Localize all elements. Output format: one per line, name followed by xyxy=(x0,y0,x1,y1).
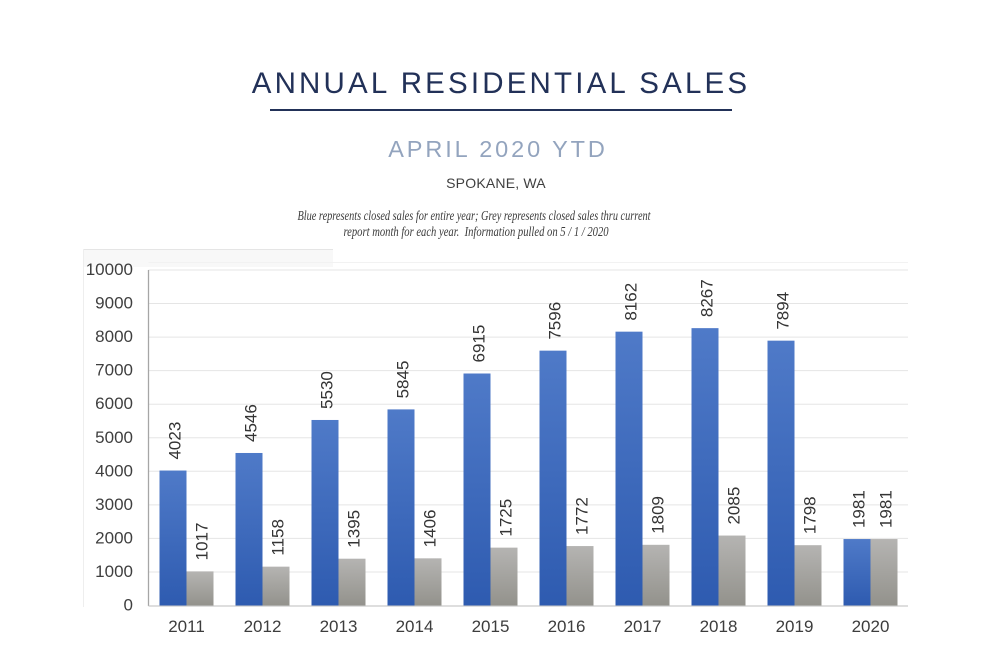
svg-text:2019: 2019 xyxy=(776,617,814,636)
svg-text:1017: 1017 xyxy=(193,523,212,561)
svg-text:4546: 4546 xyxy=(242,404,261,442)
svg-text:1772: 1772 xyxy=(573,497,592,535)
svg-text:1798: 1798 xyxy=(801,496,820,534)
svg-text:7894: 7894 xyxy=(774,292,793,330)
svg-text:10000: 10000 xyxy=(86,260,133,279)
svg-text:4000: 4000 xyxy=(95,461,133,480)
svg-text:6000: 6000 xyxy=(95,394,133,413)
svg-text:1158: 1158 xyxy=(269,519,288,556)
svg-text:1000: 1000 xyxy=(95,562,133,581)
svg-text:6915: 6915 xyxy=(470,325,489,363)
svg-text:2020: 2020 xyxy=(852,617,890,636)
svg-text:5530: 5530 xyxy=(318,371,337,409)
svg-text:2017: 2017 xyxy=(624,617,662,636)
svg-text:8267: 8267 xyxy=(698,279,717,317)
svg-text:8162: 8162 xyxy=(622,283,641,321)
svg-text:4023: 4023 xyxy=(166,422,185,460)
svg-text:2012: 2012 xyxy=(244,617,282,636)
svg-text:9000: 9000 xyxy=(95,294,133,313)
svg-text:1395: 1395 xyxy=(345,510,364,548)
svg-text:1406: 1406 xyxy=(421,510,440,548)
svg-text:7000: 7000 xyxy=(95,361,133,380)
svg-text:1809: 1809 xyxy=(649,496,668,534)
svg-text:2013: 2013 xyxy=(320,617,358,636)
svg-text:5000: 5000 xyxy=(95,428,133,447)
svg-text:1981: 1981 xyxy=(877,490,896,528)
svg-text:1725: 1725 xyxy=(497,499,516,537)
svg-text:3000: 3000 xyxy=(95,495,133,514)
svg-text:0: 0 xyxy=(124,596,133,615)
svg-text:5845: 5845 xyxy=(394,361,413,399)
svg-text:2015: 2015 xyxy=(472,617,510,636)
svg-text:7596: 7596 xyxy=(546,302,565,340)
svg-text:8000: 8000 xyxy=(95,327,133,346)
svg-text:2085: 2085 xyxy=(725,487,744,525)
svg-text:2018: 2018 xyxy=(700,617,738,636)
svg-text:2000: 2000 xyxy=(95,528,133,547)
svg-text:2011: 2011 xyxy=(168,617,205,636)
svg-text:2014: 2014 xyxy=(396,617,434,636)
svg-text:2016: 2016 xyxy=(548,617,586,636)
svg-text:1981: 1981 xyxy=(850,490,869,528)
